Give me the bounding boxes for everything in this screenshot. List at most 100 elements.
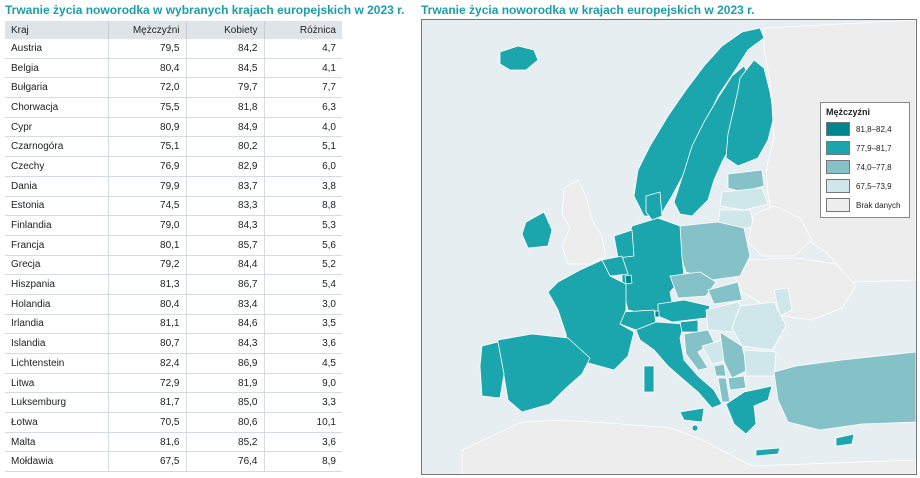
region-greece (725, 385, 773, 435)
value-cell: 9,0 (264, 373, 342, 394)
value-cell: 85,0 (186, 392, 265, 414)
legend-title: Mężczyźni (826, 107, 871, 117)
legend-swatch (826, 179, 850, 193)
region-finland (725, 59, 775, 167)
region-romania (731, 301, 787, 351)
value-cell: 3,3 (264, 392, 342, 414)
table-row: Litwa 72,9 81,9 9,0 (5, 373, 342, 394)
value-cell: 5,6 (264, 235, 342, 256)
value-cell: 86,7 (186, 274, 265, 295)
value-cell: 76,9 (108, 156, 187, 177)
value-cell: 79,2 (108, 255, 187, 276)
region-slovakia (707, 281, 743, 305)
country-cell: Czarnogóra (5, 136, 109, 158)
value-cell: 81,7 (108, 392, 187, 414)
value-cell: 81,8 (186, 97, 265, 118)
region-slovenia (679, 319, 699, 333)
region-netherlands (613, 229, 635, 259)
country-cell: Chorwacja (5, 97, 109, 118)
table-row: Dania 79,9 83,7 3,8 (5, 176, 342, 197)
country-cell: Bułgaria (5, 77, 109, 99)
country-cell: Holandia (5, 294, 109, 315)
region-montenegro (713, 363, 727, 377)
value-cell: 5,4 (264, 274, 342, 295)
table-row: Mołdawia 67,5 76,4 8,9 (5, 451, 342, 473)
value-cell: 5,2 (264, 255, 342, 276)
value-cell: 81,6 (108, 432, 187, 453)
table-row: Islandia 80,7 84,3 3,6 (5, 333, 342, 354)
region-spain (495, 333, 591, 413)
value-cell: 4,7 (264, 39, 342, 59)
table-header-row: Kraj Mężczyźni Kobiety Różnica (5, 21, 342, 39)
value-cell: 4,0 (264, 117, 342, 138)
value-cell: 6,0 (264, 156, 342, 177)
value-cell: 3,8 (264, 176, 342, 197)
table-row: Holandia 80,4 83,4 3,0 (5, 294, 342, 315)
value-cell: 84,3 (186, 215, 265, 236)
country-cell: Dania (5, 176, 109, 197)
table-row: Finlandia 79,0 84,3 5,3 (5, 215, 342, 236)
legend-label: 81,8–82,4 (856, 124, 892, 134)
region-turkey (773, 351, 916, 431)
value-cell: 82,9 (186, 156, 265, 177)
table-row: Łotwa 70,5 80,6 10,1 (5, 412, 342, 433)
region-ireland (521, 211, 553, 249)
region-latvia (719, 187, 769, 211)
table-row: Cypr 80,9 84,9 4,0 (5, 117, 342, 138)
legend-items: 81,8–82,4 77,9–81,7 74,0–77,8 67,5–73,9 Brak… (826, 122, 904, 212)
legend-swatch (826, 198, 850, 212)
region-moldova (773, 287, 793, 317)
value-cell: 3,6 (264, 333, 342, 354)
country-cell: Belgia (5, 58, 109, 79)
legend-label: 67,5–73,9 (856, 181, 892, 191)
table-row: Czechy 76,9 82,9 6,0 (5, 156, 342, 177)
value-cell: 80,4 (108, 58, 187, 79)
life-expectancy-table: Kraj Mężczyźni Kobiety Różnica Austria 79,5 8… (5, 21, 342, 473)
column-header: Kobiety (186, 21, 265, 39)
value-cell: 75,1 (108, 136, 187, 158)
value-cell: 86,9 (186, 353, 265, 374)
value-cell: 72,0 (108, 77, 187, 99)
legend-item: 81,8–82,4 (826, 122, 904, 136)
value-cell: 83,7 (186, 176, 265, 197)
value-cell: 79,7 (186, 77, 265, 99)
value-cell: 3,5 (264, 314, 342, 335)
country-cell: Litwa (5, 373, 109, 394)
value-cell: 3,6 (264, 432, 342, 453)
country-cell: Mołdawia (5, 451, 109, 473)
region-great-britain (561, 179, 607, 265)
value-cell: 82,4 (108, 353, 187, 374)
value-cell: 7,7 (264, 77, 342, 99)
value-cell: 76,4 (186, 451, 265, 473)
value-cell: 75,5 (108, 97, 187, 118)
table-title: Trwanie życia noworodka w wybranych kraj… (5, 3, 405, 17)
legend-label: Brak danych (856, 200, 901, 210)
legend-label: 74,0–77,8 (856, 162, 892, 172)
country-cell: Luksemburg (5, 392, 109, 414)
value-cell: 3,0 (264, 294, 342, 315)
country-cell: Lichtenstein (5, 353, 109, 374)
region-malta (691, 424, 699, 432)
value-cell: 84,6 (186, 314, 265, 335)
table-row: Malta 81,6 85,2 3,6 (5, 432, 342, 453)
value-cell: 79,0 (108, 215, 187, 236)
table-row: Irlandia 81,1 84,6 3,5 (5, 314, 342, 335)
value-cell: 84,3 (186, 333, 265, 354)
value-cell: 8,8 (264, 196, 342, 217)
value-cell: 6,3 (264, 97, 342, 118)
value-cell: 70,5 (108, 412, 187, 433)
value-cell: 80,9 (108, 117, 187, 138)
table-row: Estonia 74,5 83,3 8,8 (5, 196, 342, 217)
legend-swatch (826, 160, 850, 174)
legend-item: Brak danych (826, 198, 904, 212)
region-liechtenstein (654, 310, 660, 318)
value-cell: 84,9 (186, 117, 265, 138)
value-cell: 10,1 (264, 412, 342, 433)
legend-swatch (826, 122, 850, 136)
value-cell: 84,5 (186, 58, 265, 79)
value-cell: 80,7 (108, 333, 187, 354)
table-row: Austria 79,5 84,2 4,7 (5, 39, 342, 59)
country-cell: Grecja (5, 255, 109, 276)
value-cell: 85,7 (186, 235, 265, 256)
country-cell: Czechy (5, 156, 109, 177)
